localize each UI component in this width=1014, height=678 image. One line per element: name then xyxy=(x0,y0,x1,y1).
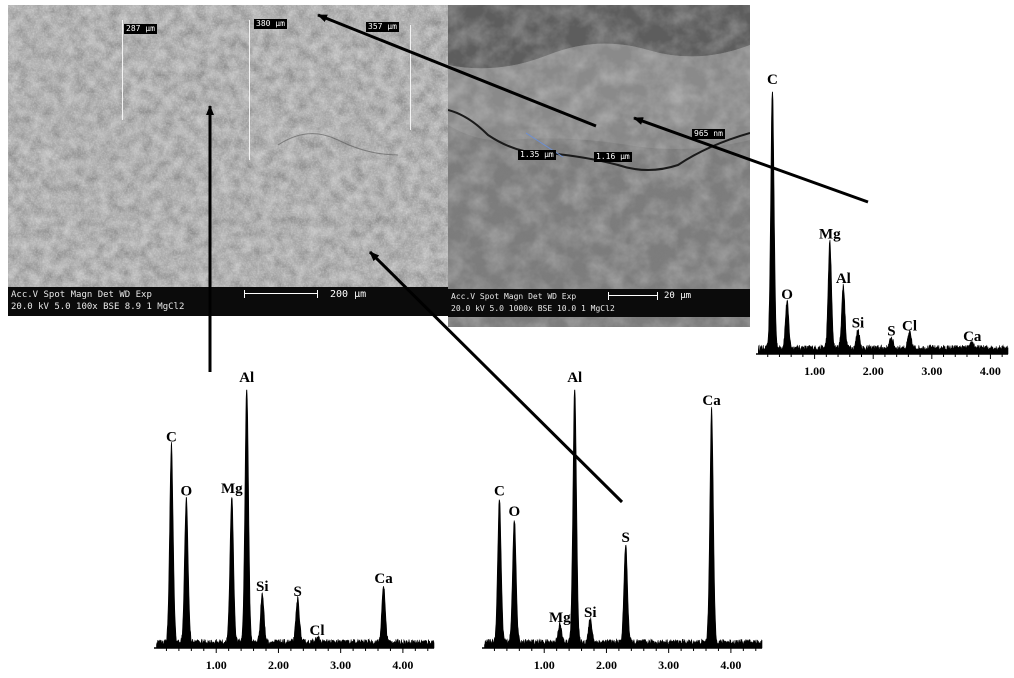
peak-label-ca: Ca xyxy=(702,393,721,409)
peak-label-mg: Mg xyxy=(549,610,571,626)
info-values: 20.0 kV 5.0 100x BSE 8.9 1 MgCl2 xyxy=(11,302,185,312)
peak-label-ca: Ca xyxy=(963,329,982,345)
x-tick-label: 2.00 xyxy=(863,364,884,378)
sem-texture-100x xyxy=(8,5,448,316)
peak-label-si: Si xyxy=(852,316,865,332)
sem-micrograph-1000x: 1.35 µm 1.16 µm 965 nm Acc.V Spot Magn D… xyxy=(448,5,750,327)
scale-bar xyxy=(608,292,658,300)
scale-label: 20 µm xyxy=(664,291,692,301)
thickness-line-2 xyxy=(249,20,250,160)
peak-label-o: O xyxy=(181,484,193,500)
scale-bar xyxy=(244,290,318,298)
spectrum-trace xyxy=(484,389,763,649)
x-tick-label: 3.00 xyxy=(330,658,351,672)
peak-label-al: Al xyxy=(567,370,582,386)
sem-info-bar: Acc.V Spot Magn Det WD Exp 20.0 kV 5.0 1… xyxy=(8,287,448,316)
peak-label-ca: Ca xyxy=(374,571,393,587)
spectrum-trace xyxy=(758,91,1009,355)
dimension-label: 380 µm xyxy=(254,19,287,29)
dimension-label: 1.35 µm xyxy=(518,150,556,160)
dimension-label: 357 µm xyxy=(366,22,399,32)
x-tick-label: 4.00 xyxy=(720,658,741,672)
peak-label-c: C xyxy=(494,484,505,500)
x-tick-label: 3.00 xyxy=(658,658,679,672)
peak-label-al: Al xyxy=(239,370,254,386)
arrow-to-left-micrograph xyxy=(368,250,624,504)
peak-label-c: C xyxy=(767,72,778,88)
peak-label-s: S xyxy=(294,584,302,600)
peak-label-cl: Cl xyxy=(310,623,325,639)
eds-spectrum-top-right: 1.00 2.00 3.00 4.00 C O Mg Al Si S Cl Ca xyxy=(756,72,1009,378)
peak-label-o: O xyxy=(781,287,793,303)
dimension-label: 1.16 µm xyxy=(594,152,632,162)
info-header: Acc.V Spot Magn Det WD Exp xyxy=(451,292,577,301)
peak-label-cl: Cl xyxy=(902,318,917,334)
eds-spectrum-bottom-right: 1.00 2.00 3.00 4.00 CO Mg Al Si S Ca xyxy=(482,370,763,672)
x-tick-label: 2.00 xyxy=(268,658,289,672)
thickness-line-3 xyxy=(410,25,411,130)
peak-label-c: C xyxy=(166,429,177,445)
peak-label-mg: Mg xyxy=(819,227,841,243)
peak-label-s: S xyxy=(887,324,895,340)
eds-spectrum-bottom-left: 1.00 2.00 3.00 4.00 C O Mg Al Si S Cl Ca xyxy=(154,370,435,672)
dimension-label: 287 µm xyxy=(124,24,157,34)
dimension-label: 965 nm xyxy=(692,129,725,139)
x-tick-label: 4.00 xyxy=(392,658,413,672)
thickness-line-1 xyxy=(122,20,123,120)
peak-label-o: O xyxy=(509,504,521,520)
arrow-to-top-surface xyxy=(317,13,597,128)
info-header: Acc.V Spot Magn Det WD Exp xyxy=(11,290,152,300)
x-tick-label: 4.00 xyxy=(980,364,1001,378)
sem-info-bar: Acc.V Spot Magn Det WD Exp 20.0 kV 5.0 1… xyxy=(448,289,750,317)
x-tick-label: 1.00 xyxy=(206,658,227,672)
peak-label-si: Si xyxy=(256,579,269,595)
peak-label-mg: Mg xyxy=(221,481,243,497)
peak-label-s: S xyxy=(622,530,630,546)
x-tick-label: 1.00 xyxy=(534,658,555,672)
spectrum-trace xyxy=(156,389,435,649)
peak-label-al: Al xyxy=(836,271,851,287)
sem-micrograph-100x: 287 µm 380 µm 357 µm Acc.V Spot Magn Det… xyxy=(8,5,448,316)
arrow-to-right-micrograph xyxy=(633,116,869,204)
peak-label-si: Si xyxy=(584,605,597,621)
scale-label: 200 µm xyxy=(330,289,367,300)
info-values: 20.0 kV 5.0 1000x BSE 10.0 1 MgCl2 xyxy=(451,304,615,313)
x-tick-label: 3.00 xyxy=(921,364,942,378)
x-tick-label: 1.00 xyxy=(804,364,825,378)
x-tick-label: 2.00 xyxy=(596,658,617,672)
